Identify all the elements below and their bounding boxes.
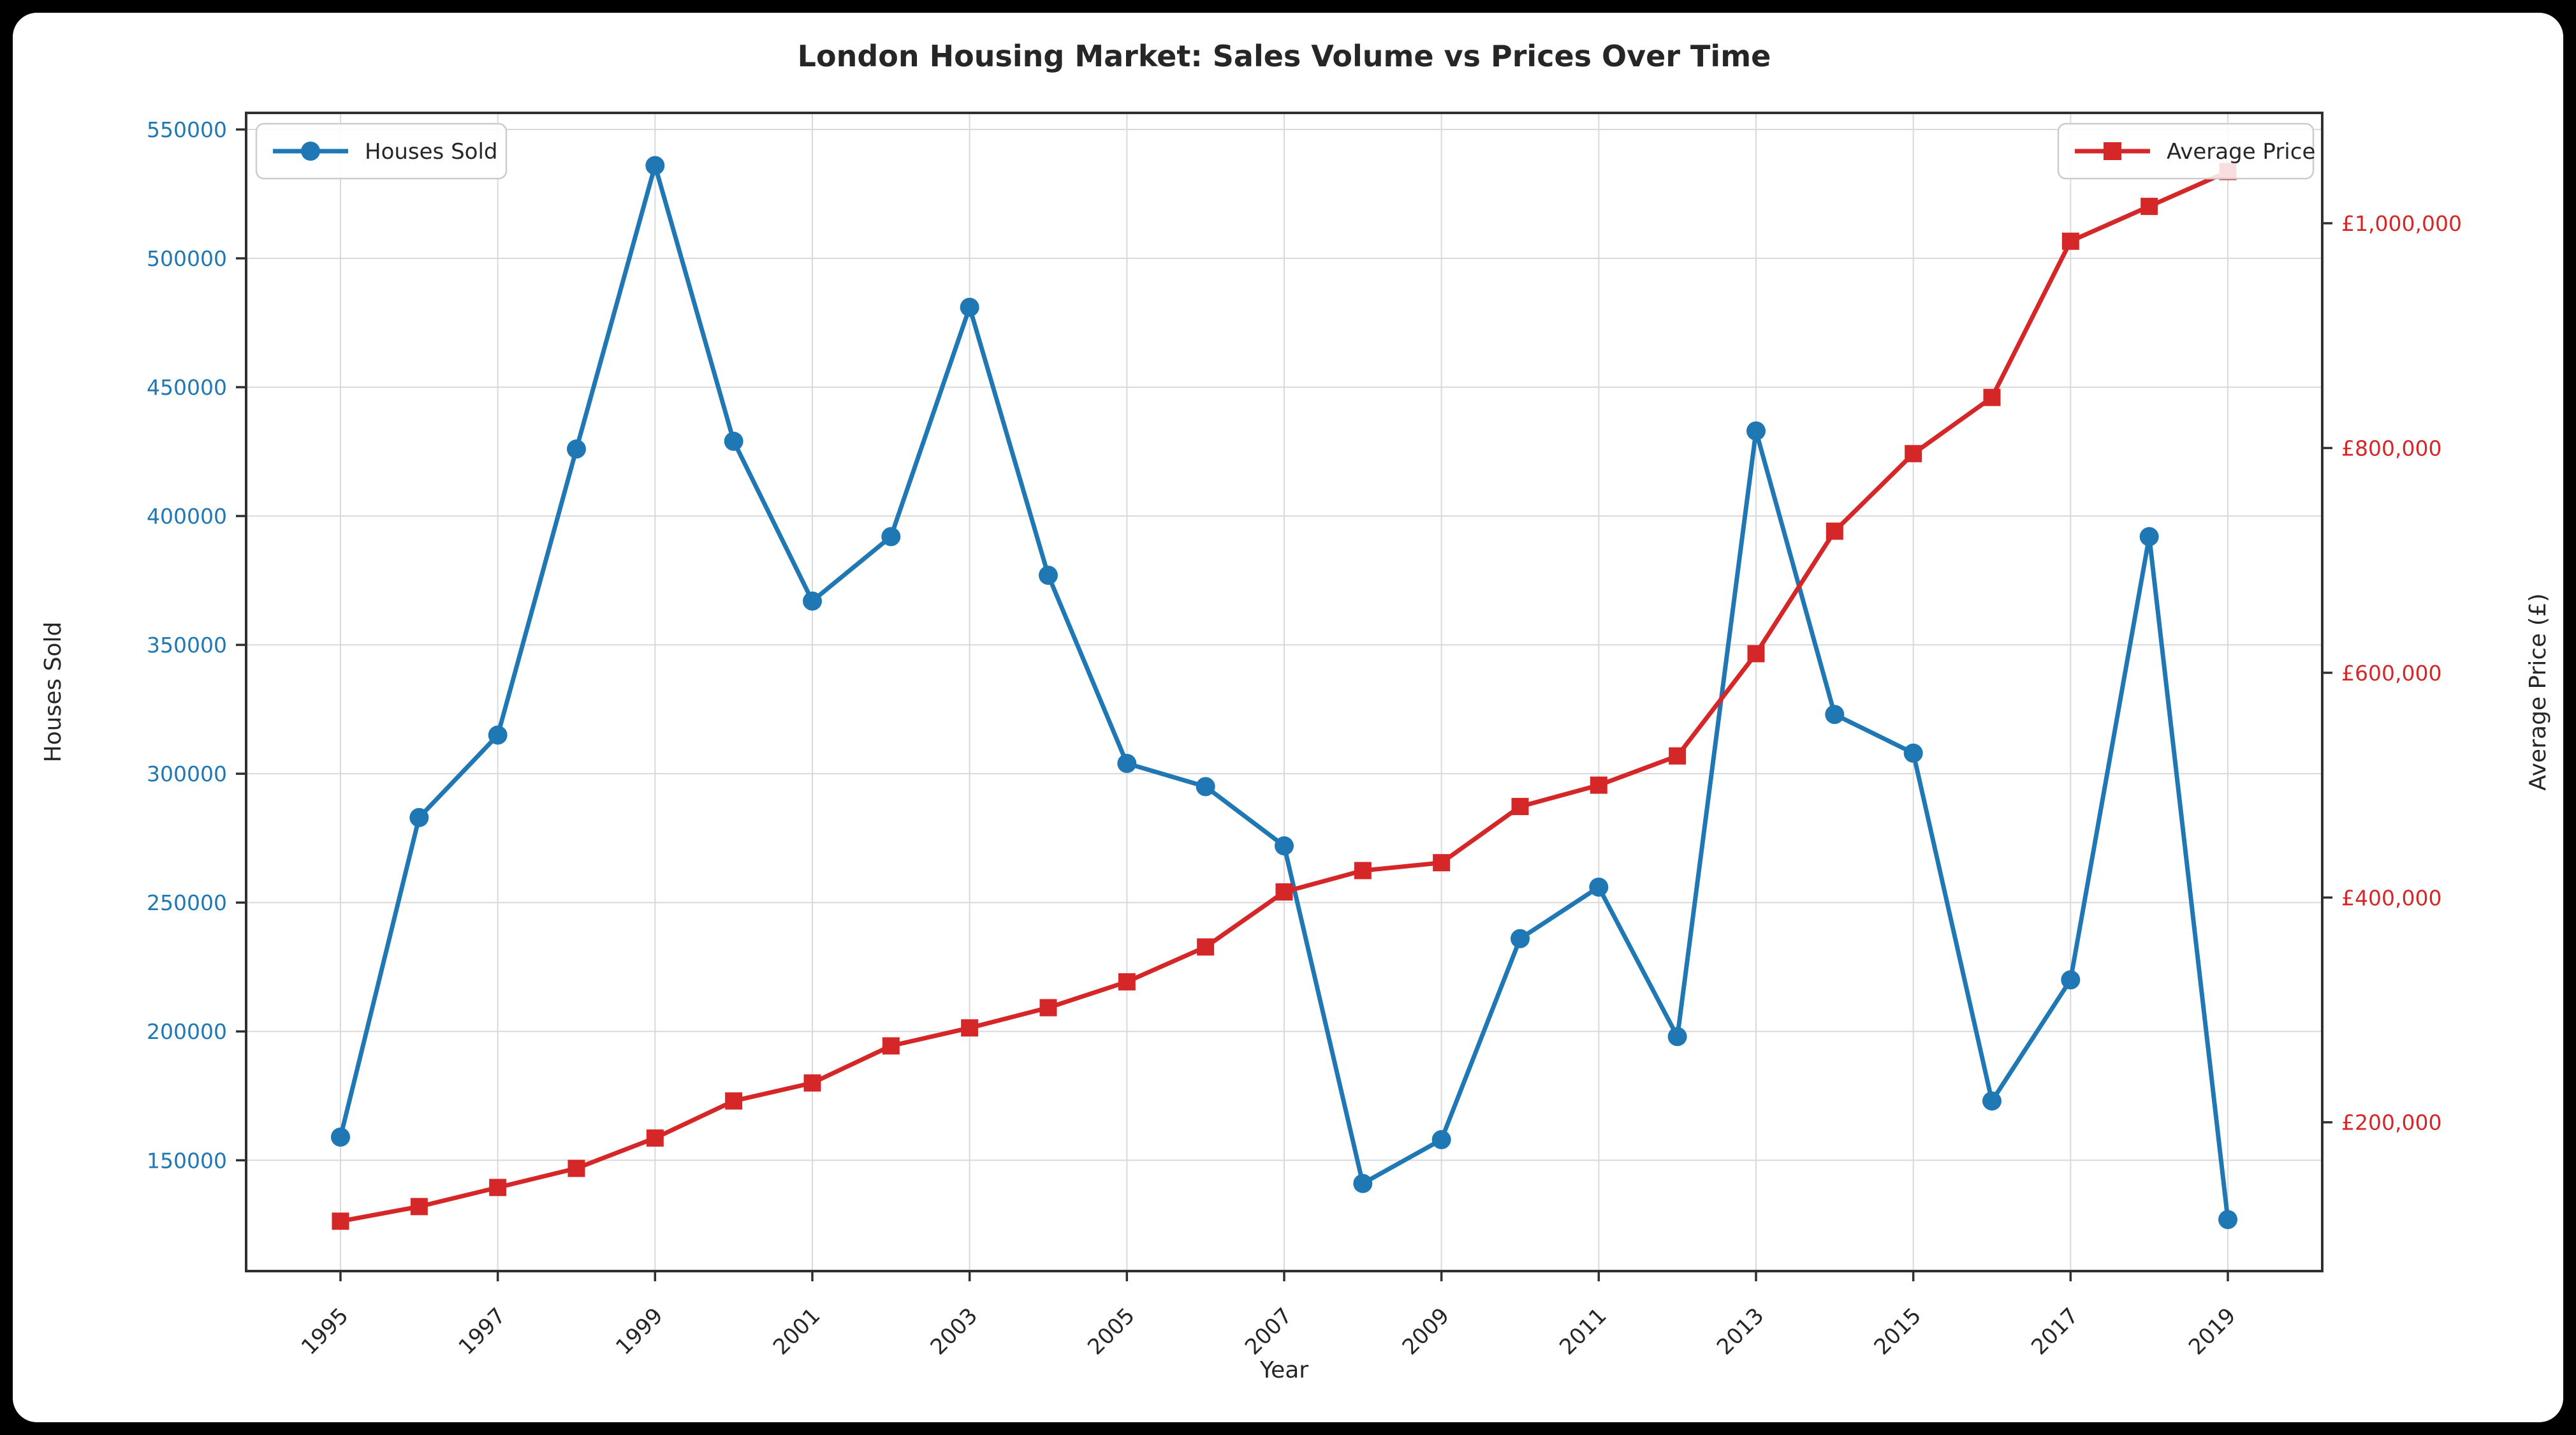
legend-box bbox=[255, 122, 508, 180]
legend-square-marker-icon bbox=[2104, 142, 2121, 160]
average-price-point bbox=[1197, 938, 1215, 956]
y-left-axis-label: Houses Sold bbox=[40, 622, 66, 763]
y-right-tick-label: £200,000 bbox=[2341, 1110, 2441, 1135]
houses-sold-point bbox=[1667, 1027, 1687, 1047]
houses-sold-point bbox=[1196, 777, 1215, 797]
y-right-tick-label: £400,000 bbox=[2341, 885, 2441, 910]
houses-sold-point bbox=[645, 156, 665, 175]
houses-sold-point bbox=[1117, 754, 1137, 774]
axis-tick-marks bbox=[236, 128, 2332, 1281]
figure-background bbox=[13, 13, 2563, 1422]
x-axis-label: Year bbox=[1259, 1357, 1308, 1383]
y-left-tick-label: 300000 bbox=[147, 762, 227, 786]
houses-sold-point bbox=[803, 591, 822, 611]
houses-sold-point bbox=[1746, 421, 1766, 441]
houses-sold-point bbox=[1511, 929, 1530, 948]
average-price-point bbox=[1983, 388, 2001, 406]
average-price-point bbox=[646, 1129, 664, 1147]
houses-sold-point bbox=[960, 297, 979, 317]
houses-sold-point bbox=[1353, 1174, 1373, 1193]
y-right-tick-label: £800,000 bbox=[2341, 436, 2441, 460]
y-left-tick-label: 550000 bbox=[147, 117, 227, 142]
houses-sold-point bbox=[1275, 836, 1294, 856]
legend-label: Average Price bbox=[2167, 139, 2315, 165]
average-price-point bbox=[2061, 232, 2079, 250]
houses-sold-point bbox=[331, 1127, 350, 1147]
average-price-point bbox=[1039, 999, 1057, 1017]
y-left-tick-label: 350000 bbox=[147, 633, 227, 658]
y-right-tick-label: £600,000 bbox=[2341, 661, 2441, 686]
houses-sold-point bbox=[1825, 705, 1845, 725]
average-price-point bbox=[1905, 445, 1922, 462]
y-right-tick-label: £1,000,000 bbox=[2341, 211, 2462, 236]
average-price-point bbox=[1511, 798, 1529, 816]
y-left-tick-label: 500000 bbox=[147, 246, 227, 271]
legend-houses-sold: Houses Sold bbox=[255, 122, 508, 180]
houses-sold-point bbox=[1903, 743, 1923, 763]
legend-box bbox=[2057, 122, 2315, 180]
average-price-point bbox=[1275, 883, 1293, 901]
average-price-point bbox=[1826, 522, 1843, 540]
houses-sold-point bbox=[1039, 566, 1058, 585]
legend-label: Houses Sold bbox=[365, 139, 497, 165]
average-price-point bbox=[1669, 747, 1687, 765]
average-price-point bbox=[1118, 973, 1136, 990]
average-price-point bbox=[882, 1037, 900, 1055]
y-left-tick-label: 150000 bbox=[147, 1148, 227, 1173]
legend-circle-marker-icon bbox=[301, 142, 320, 161]
houses-sold-point bbox=[1982, 1091, 2002, 1111]
houses-sold-point bbox=[409, 807, 429, 827]
houses-sold-point bbox=[488, 725, 508, 745]
average-price-point bbox=[567, 1159, 585, 1177]
houses-sold-point bbox=[724, 431, 743, 451]
average-price-point bbox=[961, 1019, 979, 1037]
houses-sold-point bbox=[1431, 1130, 1451, 1149]
houses-sold-point bbox=[2061, 970, 2081, 990]
plot-series bbox=[331, 156, 2237, 1230]
average-price-point bbox=[803, 1074, 821, 1092]
average-price-point bbox=[489, 1179, 507, 1196]
chart-title: London Housing Market: Sales Volume vs P… bbox=[798, 39, 1771, 73]
houses-sold-point bbox=[881, 527, 901, 547]
y-left-tick-label: 250000 bbox=[147, 890, 227, 915]
y-left-tick-label: 200000 bbox=[147, 1019, 227, 1044]
average-price-point bbox=[1590, 776, 1607, 794]
y-left-tick-label: 450000 bbox=[147, 375, 227, 400]
houses-sold-point bbox=[2218, 1210, 2237, 1230]
y-left-tick-label: 400000 bbox=[147, 504, 227, 529]
average-price-point bbox=[725, 1092, 743, 1110]
average-price-point bbox=[332, 1212, 349, 1230]
average-price-point bbox=[1354, 862, 1372, 879]
y-right-axis-label: Average Price (£) bbox=[2525, 593, 2551, 791]
average-price-point bbox=[2141, 198, 2158, 216]
average-price-point bbox=[410, 1198, 428, 1216]
houses-sold-point bbox=[567, 439, 586, 459]
legend-average-price: Average Price bbox=[2057, 122, 2315, 180]
houses-sold-point bbox=[2139, 527, 2159, 547]
houses-sold-point bbox=[1589, 877, 1609, 897]
average-price-point bbox=[1747, 645, 1765, 663]
average-price-point bbox=[1433, 854, 1451, 872]
